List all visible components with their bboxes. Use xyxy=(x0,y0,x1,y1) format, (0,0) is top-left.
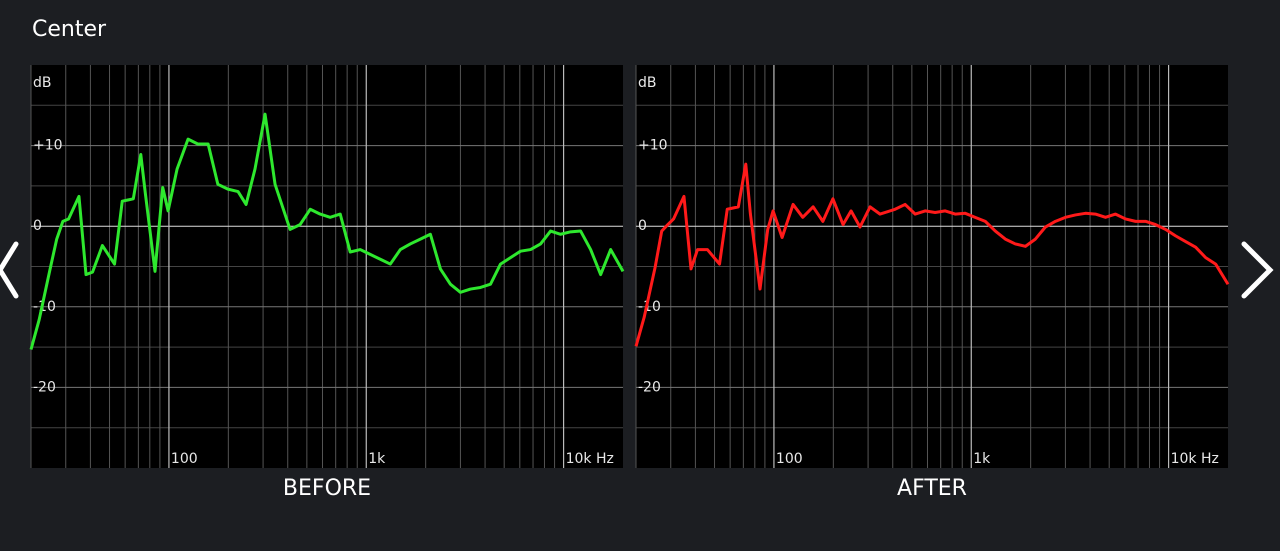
response-curve xyxy=(634,162,1230,347)
y-axis-label: dB xyxy=(33,75,52,91)
y-tick-label: -20 xyxy=(638,379,661,395)
chart-label: AFTER xyxy=(897,476,967,501)
y-tick-label: -20 xyxy=(33,379,56,395)
page-title: Center xyxy=(32,17,107,42)
prev-arrow[interactable] xyxy=(0,241,19,299)
chart: +10 0 -10 -20 100 1k 10k Hz dB AFTER xyxy=(634,65,1230,501)
x-tick-label: 100 xyxy=(776,451,803,467)
x-tick-label: 100 xyxy=(171,451,198,467)
next-arrow[interactable] xyxy=(1241,241,1274,299)
x-tick-label: 10k Hz xyxy=(566,451,614,467)
x-tick-label: 1k xyxy=(973,451,991,467)
y-tick-label: +10 xyxy=(638,138,668,154)
chart-label: BEFORE xyxy=(283,476,371,501)
y-tick-label: 0 xyxy=(638,218,647,234)
x-tick-label: 1k xyxy=(368,451,386,467)
y-tick-label: -10 xyxy=(33,299,56,315)
x-tick-label: 10k Hz xyxy=(1171,451,1219,467)
y-tick-label: +10 xyxy=(33,138,63,154)
y-axis-label: dB xyxy=(638,75,657,91)
chart: +10 0 -10 -20 100 1k 10k Hz dB BEFORE xyxy=(29,65,625,501)
y-tick-label: -10 xyxy=(638,299,661,315)
y-tick-label: 0 xyxy=(33,218,42,234)
response-curve xyxy=(29,112,625,350)
